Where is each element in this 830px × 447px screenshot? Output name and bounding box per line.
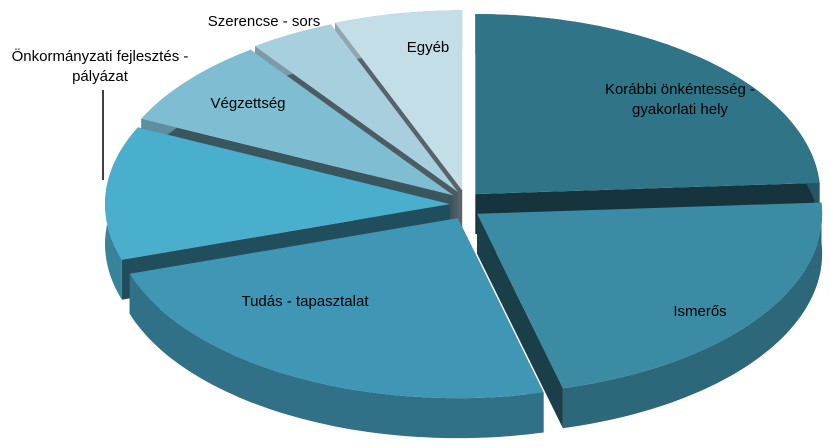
slice <box>475 14 820 195</box>
slice-wall <box>129 273 544 439</box>
slice <box>129 218 544 399</box>
slice <box>477 202 823 389</box>
slice-label: Egyéb <box>406 39 450 56</box>
slice-label: Szerencse - sors <box>207 13 321 30</box>
slice-side <box>477 213 563 429</box>
slice <box>105 127 450 260</box>
slice <box>335 10 463 191</box>
slice <box>141 49 454 196</box>
slice-label: Tudás - tapasztalat <box>241 293 369 310</box>
slice-wall <box>562 202 823 429</box>
slice-label: Önkormányzati fejlesztés - pályázat <box>11 48 189 85</box>
slice-label: Ismerős <box>673 303 727 320</box>
slice-label: Korábbi önkéntesség - gyakorlati hely <box>604 81 756 118</box>
slice <box>255 24 458 192</box>
slice-label: Végzettség <box>210 95 286 112</box>
